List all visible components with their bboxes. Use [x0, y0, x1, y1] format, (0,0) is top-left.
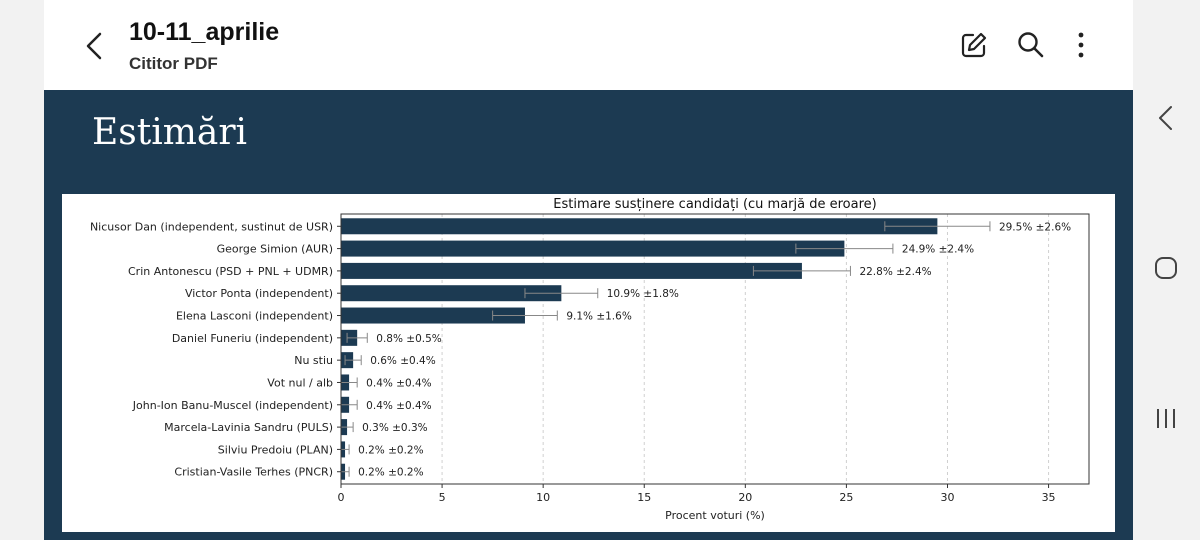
data-label: 0.8% ±0.5% — [376, 333, 442, 345]
x-tick-label: 5 — [439, 491, 446, 504]
plot-frame — [340, 213, 1090, 485]
nav-recents-button[interactable] — [1151, 403, 1181, 433]
bar — [341, 285, 562, 302]
x-tick-label: 35 — [1042, 491, 1056, 504]
data-label: 0.4% ±0.4% — [366, 400, 432, 412]
recents-icon — [1157, 409, 1175, 428]
data-label: 0.2% ±0.2% — [358, 444, 424, 456]
bar — [341, 262, 802, 279]
data-label: 22.8% ±2.4% — [859, 266, 931, 278]
home-icon — [1155, 257, 1177, 279]
back-icon — [86, 32, 102, 60]
data-label: 29.5% ±2.6% — [999, 221, 1071, 233]
more-icon — [1078, 32, 1084, 58]
category-label: Silviu Predoiu (PLAN) — [218, 443, 333, 456]
category-label: John-Ion Banu-Muscel (independent) — [132, 399, 333, 412]
category-label: Vot nul / alb — [267, 376, 333, 389]
category-label: Nu stiu — [294, 354, 333, 367]
category-label: Nicusor Dan (independent, sustinut de US… — [90, 220, 333, 233]
pdf-page: Estimări 0 5 10 15 20 25 30 35 29.5% ±2.6% Nicuso… — [44, 90, 1133, 540]
edit-icon — [961, 32, 987, 58]
x-tick-label: 20 — [738, 491, 752, 504]
x-axis-label: Procent voturi (%) — [665, 509, 765, 522]
category-label: Crin Antonescu (PSD + PNL + UDMR) — [128, 265, 333, 278]
app-name: Cititor PDF — [129, 54, 218, 73]
data-label: 0.4% ±0.4% — [366, 377, 432, 389]
nav-home-button[interactable] — [1151, 253, 1181, 283]
chart-title: Estimare susținere candidați (cu marjă d… — [553, 197, 876, 212]
data-label: 0.6% ±0.4% — [370, 355, 436, 367]
back-button[interactable] — [78, 26, 114, 66]
x-tick-label: 10 — [536, 491, 550, 504]
x-tick-label: 15 — [637, 491, 651, 504]
chevron-left-icon — [1159, 106, 1172, 130]
x-tick-label: 30 — [940, 491, 954, 504]
bar — [341, 240, 845, 257]
bar-chart: 0 5 10 15 20 25 30 35 29.5% ±2.6% Nicusor Dan (in… — [90, 197, 1090, 522]
x-tick-label: 25 — [839, 491, 853, 504]
bar — [341, 307, 525, 324]
search-button[interactable] — [1016, 30, 1046, 60]
category-label: Cristian-Vasile Terhes (PNCR) — [174, 466, 333, 479]
more-options-button[interactable] — [1066, 30, 1096, 60]
data-label: 0.3% ±0.3% — [362, 422, 428, 434]
search-icon — [1018, 32, 1044, 58]
chart-card: 0 5 10 15 20 25 30 35 29.5% ±2.6% Nicusor Dan (in… — [62, 194, 1115, 532]
document-title: 10-11_aprilie — [129, 18, 280, 46]
data-label: 10.9% ±1.8% — [607, 288, 679, 300]
category-label: Elena Lasconi (independent) — [176, 310, 333, 323]
category-label: Victor Ponta (independent) — [185, 287, 333, 300]
category-label: Daniel Funeriu (independent) — [172, 332, 333, 345]
data-label: 24.9% ±2.4% — [902, 244, 974, 256]
nav-back-button[interactable] — [1151, 103, 1181, 133]
edit-button[interactable] — [959, 30, 989, 60]
top-bar: 10-11_aprilie Cititor PDF — [44, 0, 1133, 90]
bar — [341, 218, 938, 235]
x-tick-label: 0 — [338, 491, 345, 504]
data-label: 9.1% ±1.6% — [566, 311, 632, 323]
system-navigation-bar — [1133, 0, 1200, 540]
category-label: George Simion (AUR) — [217, 243, 333, 256]
data-label: 0.2% ±0.2% — [358, 467, 424, 479]
page-heading: Estimări — [92, 112, 248, 153]
category-label: Marcela-Lavinia Sandru (PULS) — [164, 421, 333, 434]
